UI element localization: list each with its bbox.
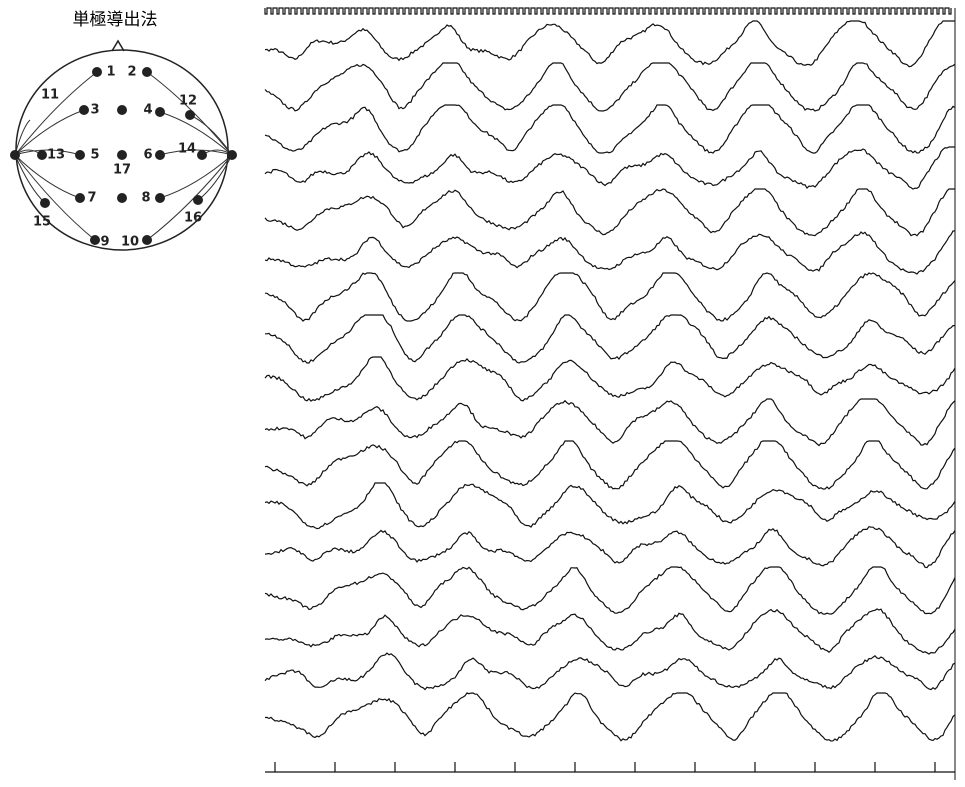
eeg-trace — [264, 146, 955, 190]
electrode-dot — [75, 150, 85, 160]
electrode-label: 8 — [141, 191, 150, 206]
wire — [14, 109, 85, 156]
ear-electrode — [227, 150, 237, 160]
eeg-trace — [264, 62, 956, 112]
electrode-dot — [40, 198, 50, 208]
electrode-label: 16 — [184, 211, 202, 226]
wire — [146, 154, 233, 241]
electrode-dot — [155, 193, 165, 203]
electrode-dot — [92, 67, 102, 77]
electrode-dot — [155, 150, 165, 160]
time-marker — [264, 7, 952, 15]
electrode-label: 9 — [100, 235, 109, 250]
electrode-dot — [117, 150, 127, 160]
electrode-label: 7 — [87, 191, 96, 206]
eeg-trace — [265, 314, 955, 364]
eeg-trace — [264, 20, 955, 68]
electrode-dot — [117, 193, 127, 203]
electrode-label: 6 — [143, 148, 152, 163]
electrode-label: 4 — [143, 103, 152, 118]
eeg-trace — [264, 104, 956, 154]
eeg-trace — [264, 482, 956, 530]
eeg-trace — [264, 272, 956, 322]
eeg-trace — [264, 652, 956, 691]
electrode-label: 3 — [90, 103, 99, 118]
eeg-trace — [264, 566, 956, 615]
eeg-trace — [264, 230, 955, 275]
wire — [159, 111, 233, 156]
wire — [14, 71, 98, 156]
wire — [146, 71, 233, 156]
electrode-label: 13 — [47, 148, 65, 163]
electrode-label: 14 — [178, 142, 196, 157]
ear-electrode — [10, 150, 20, 160]
electrode-label: 5 — [90, 148, 99, 163]
eeg-trace — [264, 608, 956, 655]
electrode-dot — [142, 235, 152, 245]
wire — [159, 149, 233, 156]
electrode-dot — [79, 105, 89, 115]
electrode-dot — [197, 150, 207, 160]
wire — [14, 154, 96, 241]
eeg-trace — [264, 692, 956, 742]
electrode-dot — [185, 110, 195, 120]
electrode-dot — [193, 195, 203, 205]
electrode-label: 10 — [121, 235, 139, 250]
electrode-label: 17 — [113, 163, 131, 178]
electrode-label: 1 — [106, 65, 115, 80]
electrode-dot — [90, 235, 100, 245]
eeg-trace — [264, 440, 956, 490]
electrode-dot — [117, 105, 127, 115]
electrode-dot — [75, 193, 85, 203]
eeg-trace — [264, 188, 955, 237]
wire — [159, 154, 233, 199]
electrode-dot — [155, 107, 165, 117]
eeg-trace — [264, 398, 956, 447]
wire — [14, 154, 81, 199]
electrode-label: 11 — [41, 88, 59, 103]
electrode-dot — [37, 150, 47, 160]
electrode-label: 12 — [179, 94, 197, 109]
eeg-traces — [264, 7, 956, 780]
electrode-label: 2 — [127, 65, 136, 80]
electrode-label: 15 — [33, 215, 51, 230]
wire — [14, 149, 81, 156]
title: 単極導出法 — [73, 10, 158, 30]
eeg-trace — [264, 526, 956, 569]
wire — [14, 154, 46, 204]
eeg-trace — [264, 356, 956, 402]
electrode-dot — [142, 67, 152, 77]
